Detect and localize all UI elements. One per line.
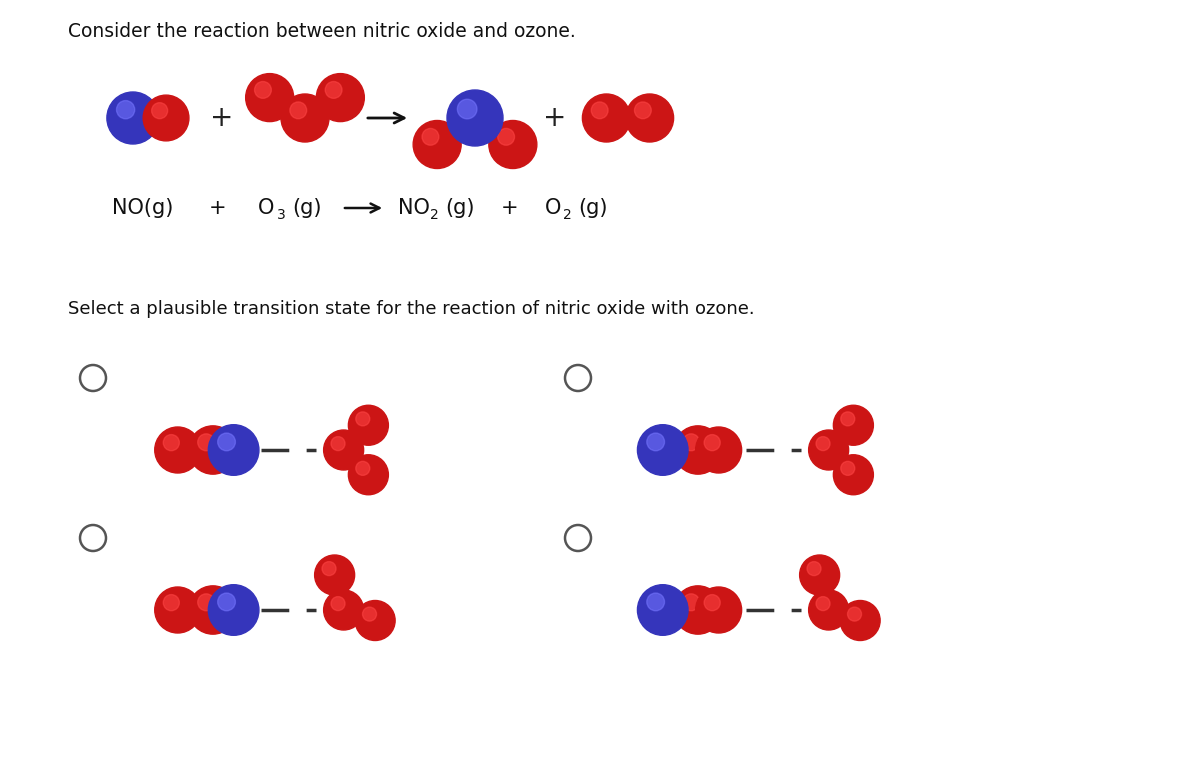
Text: +: + [209, 198, 227, 218]
Circle shape [498, 129, 515, 145]
Circle shape [809, 430, 848, 470]
Circle shape [647, 433, 665, 451]
Circle shape [254, 82, 271, 98]
Circle shape [217, 593, 235, 611]
Circle shape [413, 121, 461, 169]
Text: (g): (g) [445, 198, 474, 218]
Circle shape [331, 437, 346, 451]
Circle shape [355, 412, 370, 426]
Circle shape [808, 561, 821, 575]
Circle shape [348, 455, 389, 495]
Circle shape [116, 100, 134, 119]
Circle shape [816, 597, 830, 611]
Circle shape [635, 102, 652, 118]
Circle shape [348, 405, 389, 445]
Circle shape [696, 427, 742, 473]
Circle shape [355, 461, 370, 475]
Circle shape [457, 100, 476, 119]
Circle shape [847, 607, 862, 621]
Text: +: + [210, 104, 234, 132]
Circle shape [582, 94, 630, 142]
Circle shape [163, 594, 179, 611]
Circle shape [422, 129, 439, 145]
Circle shape [209, 425, 259, 475]
Circle shape [637, 585, 688, 635]
Text: NO(g): NO(g) [112, 198, 173, 218]
Circle shape [841, 461, 854, 475]
Circle shape [155, 427, 200, 473]
Circle shape [331, 597, 346, 611]
Circle shape [683, 593, 700, 611]
Circle shape [281, 94, 329, 142]
Circle shape [217, 433, 235, 451]
Circle shape [246, 74, 294, 122]
Circle shape [209, 585, 259, 635]
Text: +: + [502, 198, 518, 218]
Circle shape [151, 103, 168, 118]
Circle shape [355, 601, 395, 641]
Circle shape [322, 561, 336, 575]
Text: Consider the reaction between nitric oxide and ozone.: Consider the reaction between nitric oxi… [68, 22, 576, 41]
Circle shape [143, 95, 188, 141]
Circle shape [107, 92, 158, 144]
Circle shape [696, 587, 742, 633]
Circle shape [833, 405, 874, 445]
Circle shape [290, 102, 307, 118]
Circle shape [198, 434, 215, 451]
Circle shape [324, 430, 364, 470]
Circle shape [840, 601, 880, 641]
Circle shape [809, 590, 848, 630]
Text: O: O [545, 198, 562, 218]
Circle shape [155, 587, 200, 633]
Text: 2: 2 [430, 208, 439, 222]
Text: 2: 2 [563, 208, 571, 222]
Text: (g): (g) [292, 198, 322, 218]
Circle shape [841, 412, 854, 426]
Circle shape [317, 74, 365, 122]
Circle shape [683, 434, 700, 451]
Circle shape [446, 90, 503, 146]
Circle shape [488, 121, 536, 169]
Text: +: + [544, 104, 566, 132]
Circle shape [799, 555, 840, 595]
Circle shape [325, 82, 342, 98]
Text: Select a plausible transition state for the reaction of nitric oxide with ozone.: Select a plausible transition state for … [68, 300, 755, 318]
Circle shape [188, 426, 238, 474]
Text: 3: 3 [277, 208, 286, 222]
Circle shape [314, 555, 355, 595]
Text: (g): (g) [578, 198, 607, 218]
Circle shape [625, 94, 673, 142]
Circle shape [833, 455, 874, 495]
Circle shape [188, 586, 238, 634]
Text: O: O [258, 198, 275, 218]
Circle shape [198, 593, 215, 611]
Text: NO: NO [398, 198, 430, 218]
Circle shape [592, 102, 608, 118]
Circle shape [163, 434, 179, 451]
Circle shape [673, 586, 722, 634]
Circle shape [704, 594, 720, 611]
Circle shape [673, 426, 722, 474]
Circle shape [324, 590, 364, 630]
Circle shape [704, 434, 720, 451]
Circle shape [816, 437, 830, 451]
Circle shape [637, 425, 688, 475]
Circle shape [362, 607, 377, 621]
Circle shape [647, 593, 665, 611]
